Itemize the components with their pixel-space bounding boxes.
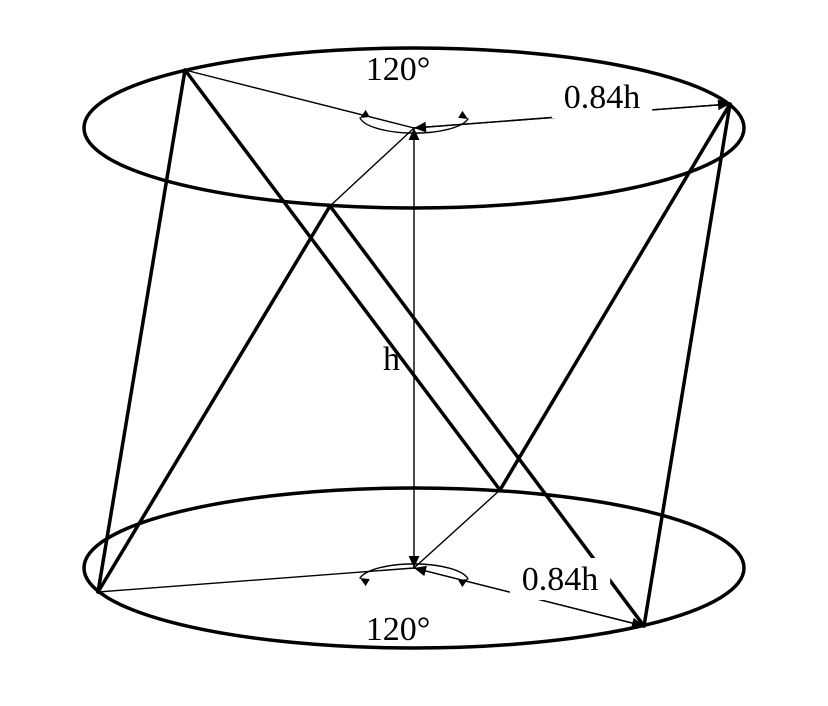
- arrowhead: [409, 556, 420, 568]
- label-height: h: [383, 341, 400, 378]
- arrowhead: [360, 110, 370, 118]
- radius-line-2: [330, 128, 414, 206]
- radius-line-4: [414, 490, 500, 568]
- arrowhead: [409, 128, 420, 140]
- arrowhead: [458, 111, 468, 119]
- label-angle_top: 120°: [366, 51, 431, 88]
- arrowhead: [360, 578, 370, 586]
- label-angle_bottom: 120°: [366, 611, 431, 648]
- geometry-diagram: 120° 120° 0.84h 0.84h h: [0, 0, 828, 706]
- arrowhead: [414, 122, 426, 133]
- prism-edge-1: [185, 70, 500, 490]
- label-radius_top: 0.84h: [564, 79, 641, 116]
- prism-edge-5: [98, 206, 330, 592]
- arrowhead: [414, 566, 427, 576]
- prism-edge-2: [500, 104, 730, 490]
- label-radius_bottom: 0.84h: [522, 561, 599, 598]
